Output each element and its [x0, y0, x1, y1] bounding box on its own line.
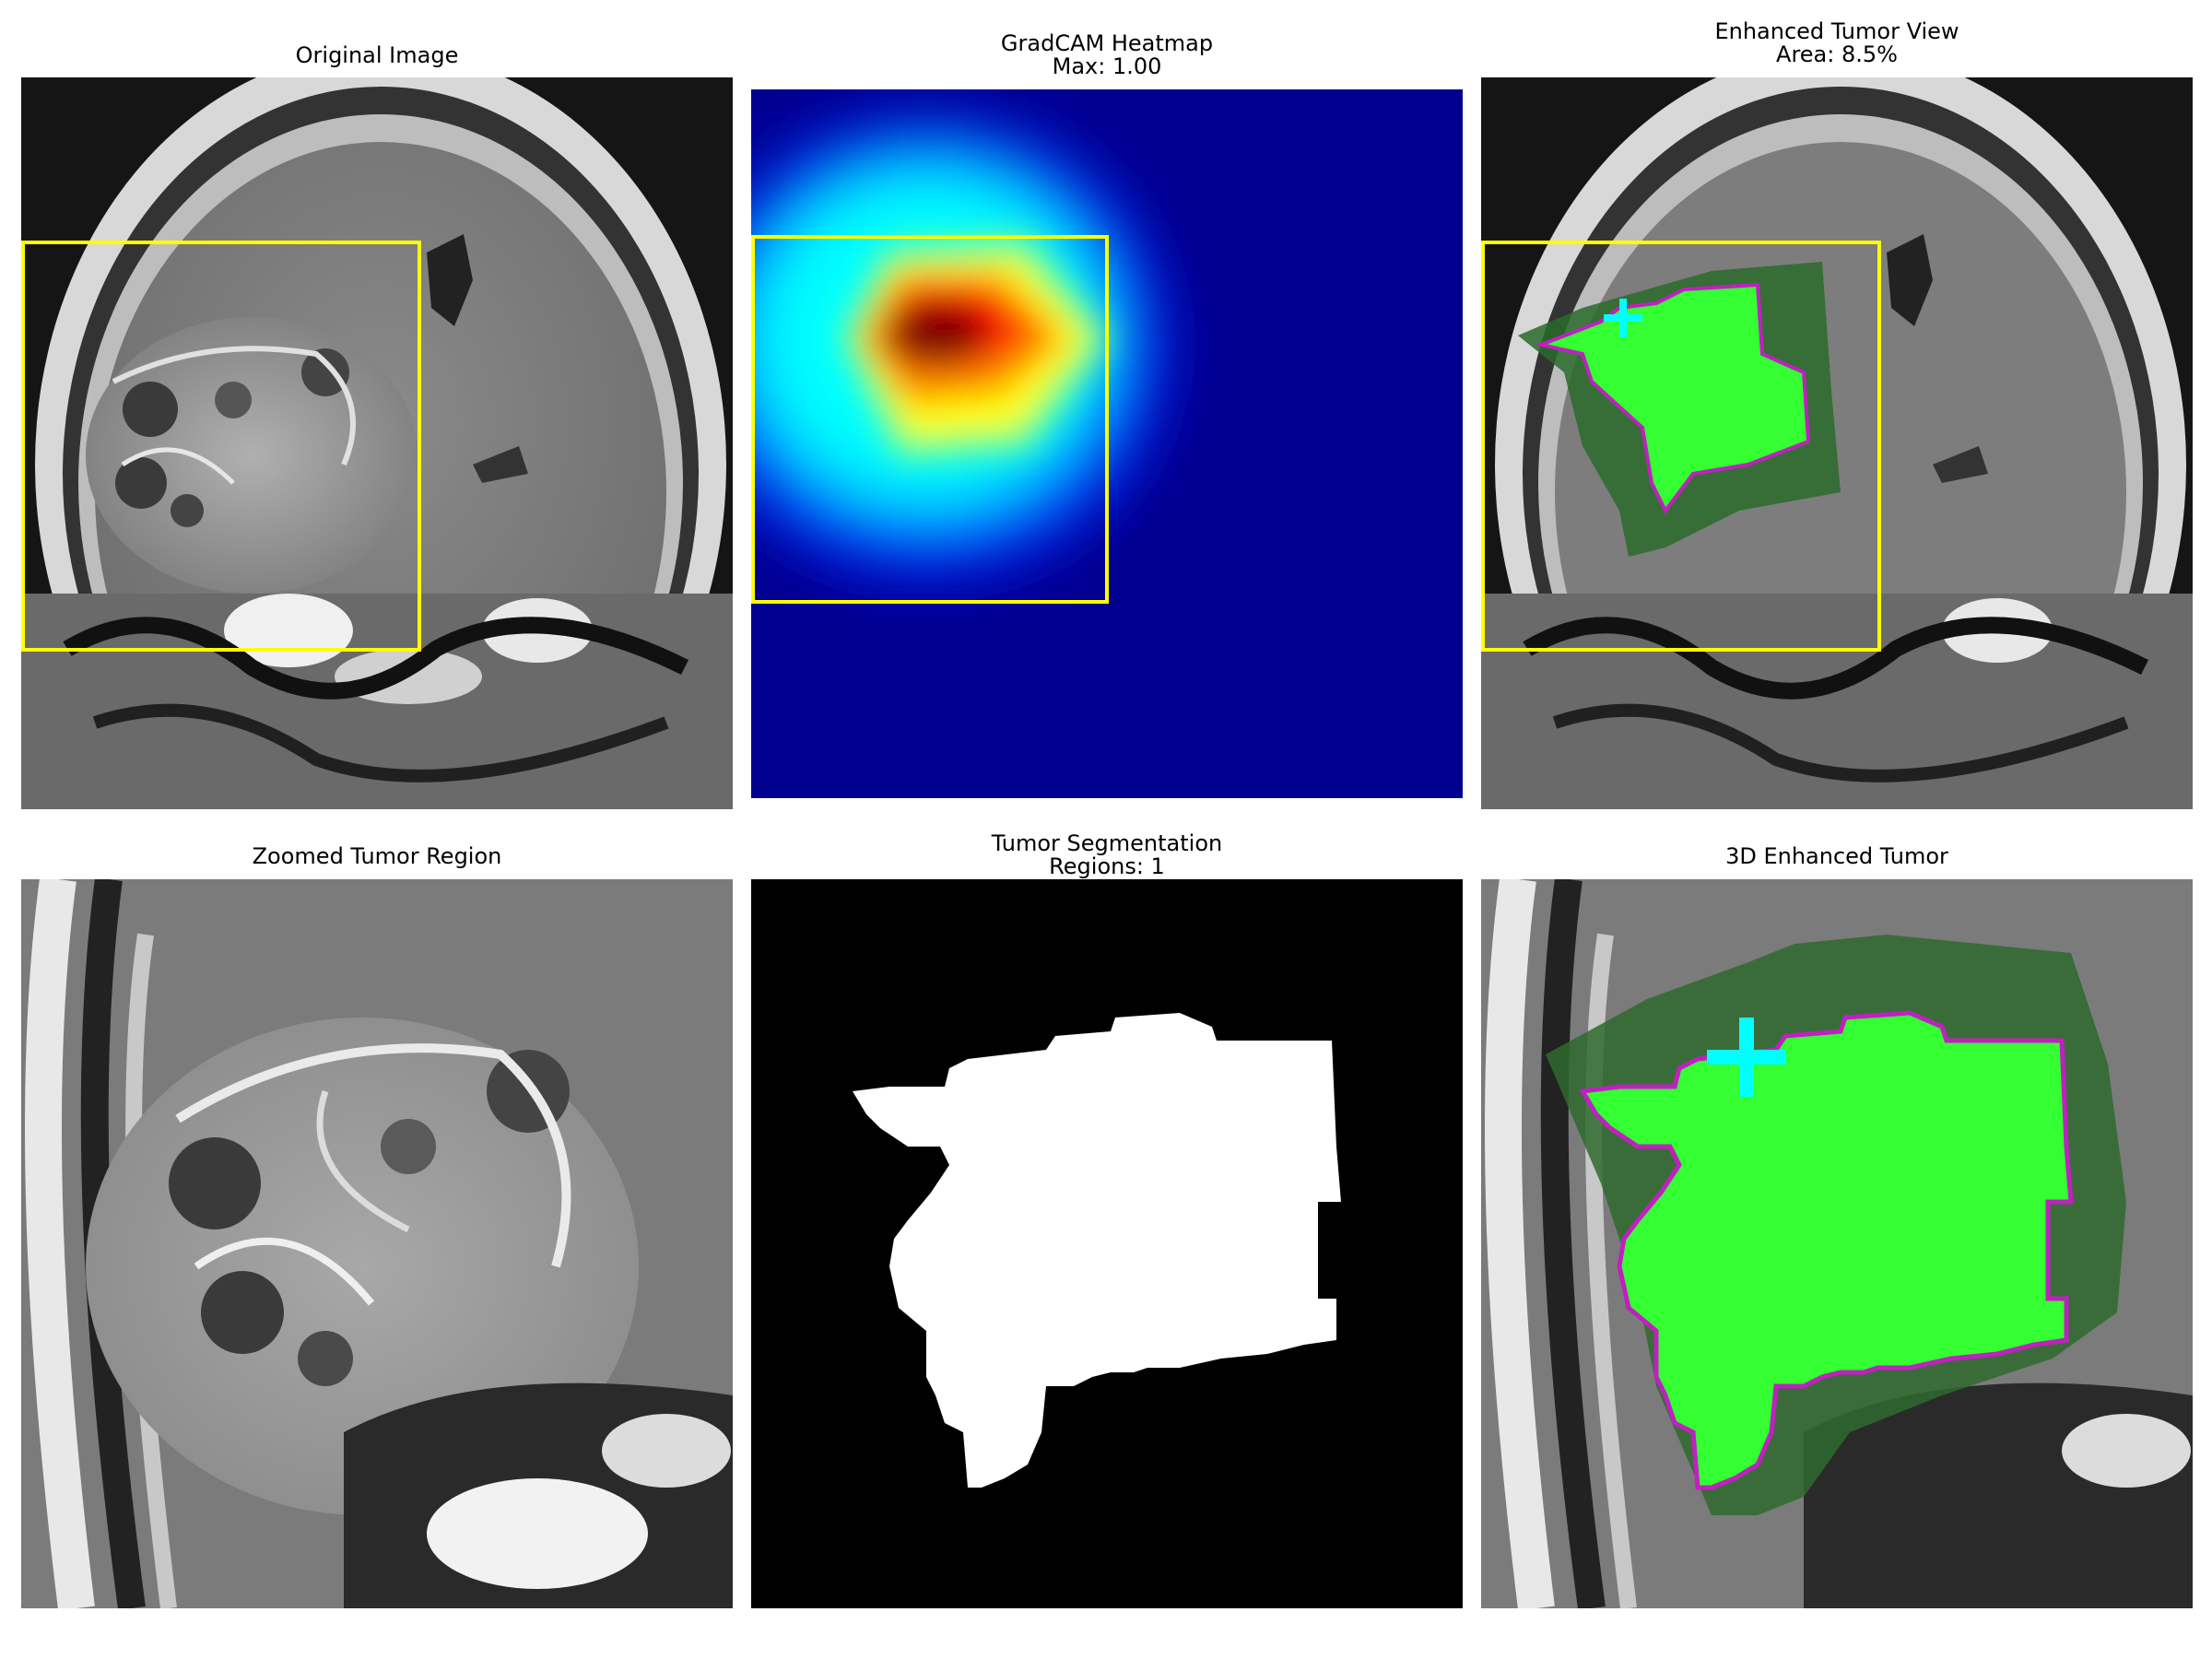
enhanced-tumor-image [1481, 77, 2193, 809]
segmentation-mask [751, 879, 1463, 1608]
panel-title: Enhanced Tumor View Area: 8.5% [1714, 18, 1959, 67]
panel-title: Tumor Segmentation Regions: 1 [991, 830, 1223, 879]
enhanced-3d-image [1481, 879, 2193, 1608]
panel-gradcam: GradCAM Heatmap Max: 1.00 [751, 32, 1463, 802]
panel-title: GradCAM Heatmap Max: 1.00 [1000, 30, 1214, 79]
gradcam-heatmap [751, 89, 1463, 798]
panel-title: Original Image [295, 42, 459, 68]
panel-enhanced3d: 3D Enhanced Tumor [1481, 845, 2193, 1608]
panel-zoomed: Zoomed Tumor Region [21, 845, 733, 1608]
panel-original: Original Image [21, 44, 733, 809]
panel-segmentation: Tumor Segmentation Regions: 1 [751, 832, 1463, 1608]
panel-title: Zoomed Tumor Region [252, 843, 502, 869]
panel-enhanced: Enhanced Tumor View Area: 8.5% [1481, 20, 2193, 809]
mri-image [21, 77, 733, 809]
panel-title: 3D Enhanced Tumor [1725, 843, 1948, 869]
zoomed-tumor-image [21, 879, 733, 1608]
